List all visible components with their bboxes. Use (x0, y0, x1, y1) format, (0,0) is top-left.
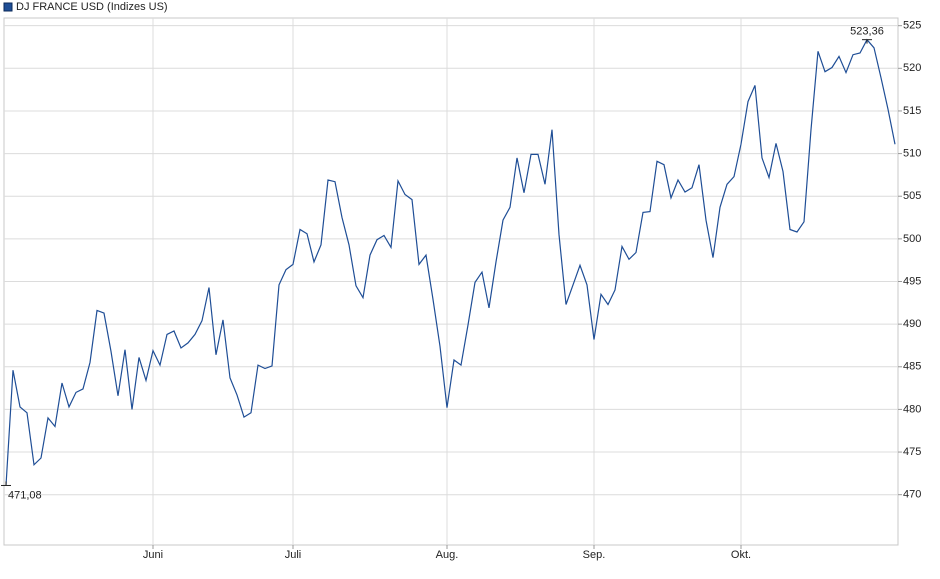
y-tick-label: 480 (903, 403, 921, 415)
x-tick-label: Aug. (436, 549, 459, 561)
x-tick-label: Okt. (731, 549, 751, 561)
price-line (5, 38, 896, 486)
y-tick-label: 495 (903, 275, 921, 287)
y-tick-label: 470 (903, 489, 921, 501)
y-tick-label: 510 (903, 147, 921, 159)
x-tick-label: Juni (143, 549, 163, 561)
y-tick-label: 515 (903, 105, 921, 117)
y-tick-label: 485 (903, 361, 921, 373)
min-label: 471,08 (8, 489, 42, 501)
y-tick-label: 505 (903, 190, 921, 202)
x-tick-label: Sep. (583, 549, 606, 561)
y-tick-label: 525 (903, 20, 921, 32)
legend-label: DJ FRANCE USD (Indizes US) (16, 1, 168, 13)
y-tick-label: 490 (903, 318, 921, 330)
max-label: 523,36 (850, 26, 884, 38)
y-tick-label: 475 (903, 446, 921, 458)
legend-swatch (3, 2, 13, 12)
y-tick-label: 520 (903, 62, 921, 74)
y-tick-label: 500 (903, 233, 921, 245)
x-tick-label: Juli (285, 549, 302, 561)
